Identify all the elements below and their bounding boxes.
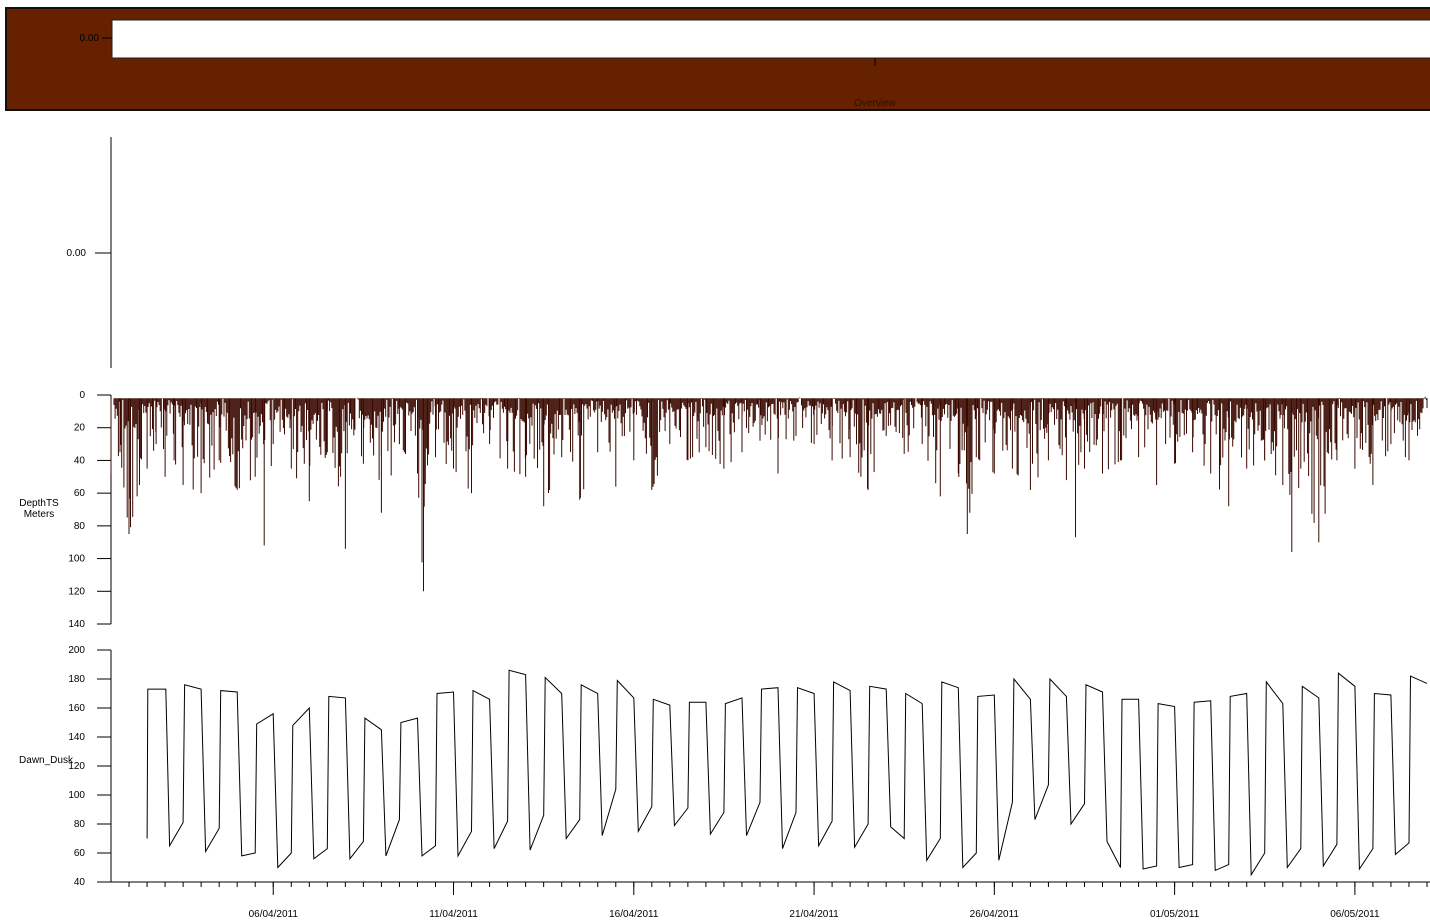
depth-y-label-unit: Meters: [24, 509, 55, 520]
x-tick-label: 01/05/2011: [1150, 909, 1200, 920]
x-tick-label: 21/04/2011: [789, 909, 839, 920]
depth-panel: DepthTS Meters 0 20 40 60 80 100 120 140: [19, 390, 1428, 630]
x-tick-label: 26/04/2011: [970, 909, 1020, 920]
depth-y-tick-label: 100: [68, 554, 85, 565]
depth-y-ticks: 0 20 40 60 80 100 120 140: [68, 390, 111, 630]
dawn-dusk-y-tick-label: 80: [74, 819, 86, 830]
empty-panel-y-tick-label: 0.00: [67, 248, 87, 259]
depth-y-tick-label: 0: [79, 390, 85, 401]
dawn-dusk-y-tick-label: 120: [68, 761, 85, 772]
dawn-dusk-y-ticks: 40 60 80 100 120 140 160 180 200: [68, 645, 111, 888]
dawn-dusk-y-tick-label: 60: [74, 848, 86, 859]
x-minor-ticks: [128, 882, 1428, 887]
dawn-dusk-y-tick-label: 200: [68, 645, 85, 656]
dawn-dusk-line: [146, 669, 1428, 877]
depth-y-tick-label: 140: [68, 619, 85, 630]
depth-y-tick-label: 20: [74, 423, 86, 434]
dawn-dusk-y-tick-label: 180: [68, 674, 85, 685]
dawn-dusk-panel: Dawn_Dusk 40 60 80 100 120 140 160 180 200: [19, 645, 1428, 888]
dawn-dusk-y-tick-label: 40: [74, 877, 86, 888]
empty-panel: 0.00: [67, 137, 112, 368]
x-axis: 06/04/2011 11/04/2011 16/04/2011 21/04/2011…: [111, 881, 1430, 920]
depth-trace: [110, 396, 1428, 592]
x-tick-label: 06/05/2011: [1330, 909, 1380, 920]
depth-y-tick-label: 40: [74, 455, 86, 466]
x-tick-label: 11/04/2011: [429, 909, 478, 920]
dawn-dusk-y-tick-label: 160: [68, 703, 85, 714]
x-major-ticks: 06/04/2011 11/04/2011 16/04/2011 21/04/2011…: [249, 882, 1380, 920]
overview-panel: 0.00 Overview: [5, 7, 1430, 111]
dawn-dusk-y-tick-label: 100: [68, 790, 85, 801]
overview-window[interactable]: [111, 19, 1430, 59]
overview-title: Overview: [854, 98, 896, 109]
x-tick-label: 06/04/2011: [249, 909, 299, 920]
depth-y-tick-label: 80: [74, 521, 86, 532]
overview-y-tick-label: 0.00: [80, 33, 100, 44]
dawn-dusk-y-label: Dawn_Dusk: [19, 755, 74, 766]
depth-y-label: DepthTS: [19, 498, 59, 509]
x-tick-label: 16/04/2011: [609, 909, 659, 920]
depth-y-tick-label: 60: [74, 488, 86, 499]
depth-y-tick-label: 120: [68, 586, 85, 597]
dawn-dusk-y-tick-label: 140: [68, 732, 85, 743]
